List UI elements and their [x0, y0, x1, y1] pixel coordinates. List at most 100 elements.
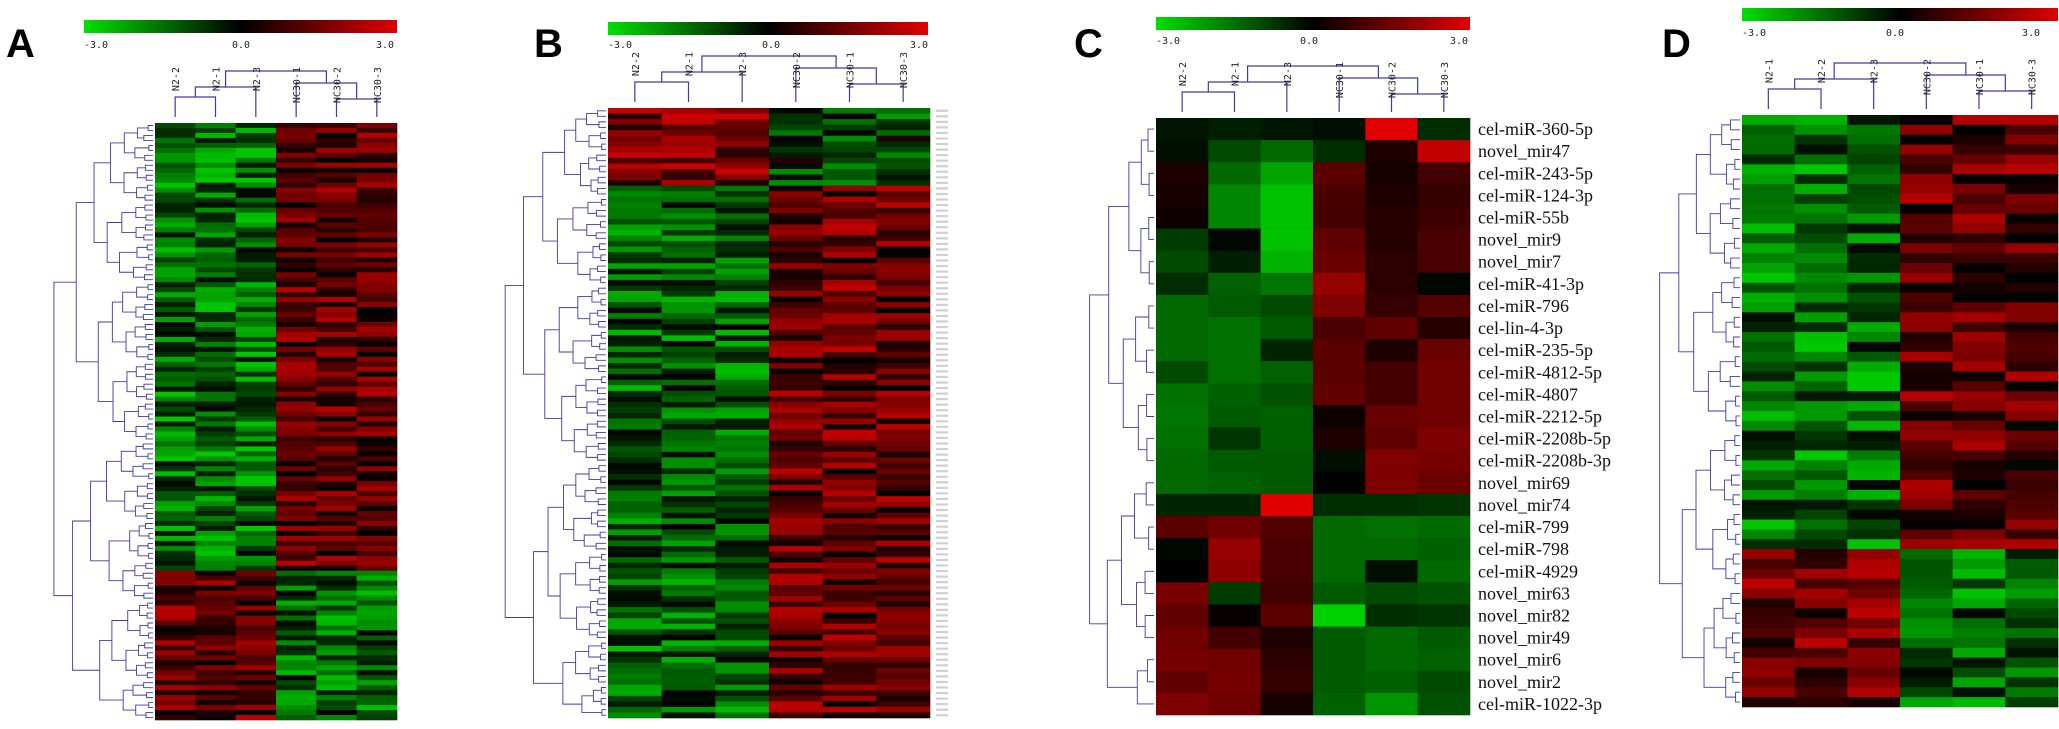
heatmap-cell	[608, 401, 662, 408]
heatmap-cell	[195, 545, 236, 552]
heatmap-cell	[715, 285, 770, 292]
row-label-placeholder	[936, 159, 948, 162]
heatmap-cell	[316, 585, 357, 591]
heatmap-cell	[276, 540, 317, 547]
panel-letter: B	[534, 22, 563, 66]
heatmap-cell	[235, 461, 277, 467]
heatmap-cell	[608, 213, 662, 220]
heatmap-cell	[195, 426, 236, 432]
heatmap-cell	[1742, 371, 1795, 382]
heatmap-cell	[661, 612, 716, 619]
heatmap-cell	[715, 679, 770, 686]
heatmap-cell	[235, 197, 277, 203]
heatmap-cell	[195, 212, 236, 218]
heatmap-cell	[1952, 193, 2006, 205]
heatmap-cell	[155, 167, 196, 174]
heatmap-cell	[235, 640, 277, 646]
heatmap-cell	[608, 535, 662, 541]
heatmap-cell	[822, 706, 877, 713]
heatmap-cell	[356, 506, 398, 512]
heatmap-cell	[876, 690, 931, 697]
heatmap-cell	[2005, 677, 2059, 688]
heatmap-cell	[276, 496, 317, 502]
heatmap-cell	[1900, 559, 1953, 570]
heatmap-cell	[1952, 341, 2006, 353]
heatmap-cell	[155, 361, 196, 368]
heatmap-cell	[155, 695, 196, 701]
row-label-placeholder	[936, 281, 948, 284]
heatmap-cell	[822, 523, 877, 530]
heatmap-cell	[769, 202, 823, 209]
heatmap-cell	[769, 401, 823, 408]
heatmap-cell	[715, 457, 770, 464]
heatmap-cell	[715, 291, 770, 297]
heatmap-cell	[876, 291, 931, 297]
heatmap-cell	[2005, 351, 2059, 362]
heatmap-cell	[316, 366, 357, 373]
heatmap-cell	[155, 227, 196, 233]
heatmap-cell	[316, 237, 357, 243]
heatmap-cell	[1794, 489, 1848, 501]
heatmap-cell	[195, 346, 236, 353]
heatmap-cell	[822, 451, 877, 458]
heatmap-cell	[1847, 322, 1901, 333]
heatmap-cell	[235, 302, 277, 308]
heatmap-cell	[2005, 440, 2059, 451]
heatmap-cell	[876, 213, 931, 220]
heatmap-cell	[1313, 692, 1366, 716]
colorbar-mid-label: 0.0	[1886, 28, 1905, 39]
heatmap-cell	[822, 191, 877, 198]
heatmap-cell	[155, 685, 196, 691]
heatmap-cell	[1742, 637, 1795, 649]
heatmap-cell	[769, 651, 823, 658]
heatmap-cell	[276, 212, 317, 218]
heatmap-cell	[876, 546, 931, 552]
heatmap-cell	[769, 490, 823, 497]
heatmap-cell	[769, 579, 823, 586]
heatmap-cell	[1208, 184, 1261, 207]
heatmap-cell	[276, 695, 317, 701]
heatmap-cell	[1794, 687, 1848, 698]
heatmap-cell	[316, 456, 357, 462]
heatmap-cell	[1900, 470, 1953, 481]
heatmap-cell	[661, 252, 716, 259]
heatmap-cell	[356, 516, 398, 522]
heatmap-cell	[1156, 493, 1209, 517]
heatmap-cell	[822, 607, 877, 613]
heatmap-cell	[235, 376, 277, 382]
heatmap-cell	[1900, 164, 1953, 175]
heatmap-cell	[822, 379, 877, 386]
heatmap-cell	[1952, 647, 2006, 658]
heatmap-cell	[608, 163, 662, 170]
heatmap-cell	[1794, 450, 1848, 461]
heatmap-cell	[356, 356, 398, 363]
heatmap-cell	[769, 313, 823, 320]
heatmap-cell	[1900, 134, 1953, 145]
heatmap-cell	[822, 385, 877, 392]
heatmap-cell	[1260, 118, 1314, 141]
heatmap-cell	[1742, 628, 1795, 639]
heatmap-cell	[1794, 193, 1848, 205]
heatmap-cell	[276, 501, 317, 507]
heatmap-cell	[1208, 228, 1261, 251]
heatmap-cell	[276, 416, 317, 422]
heatmap-cell	[1208, 294, 1261, 318]
heatmap-cell	[2005, 203, 2059, 214]
heatmap-cell	[2005, 332, 2059, 343]
heatmap-cell	[235, 401, 277, 407]
heatmap-cell	[822, 435, 877, 442]
heatmap-cell	[876, 679, 931, 686]
heatmap-cell	[1952, 420, 2006, 432]
heatmap-cell	[1847, 164, 1901, 175]
heatmap-cell	[1794, 480, 1848, 491]
heatmap-cell	[1365, 692, 1418, 716]
heatmap-cell	[2005, 480, 2059, 491]
heatmap-cell	[822, 401, 877, 408]
heatmap-cell	[661, 546, 716, 552]
row-label-placeholder	[936, 181, 948, 184]
heatmap-cell	[316, 341, 357, 348]
heatmap-cell	[608, 379, 662, 386]
heatmap-cell	[769, 424, 823, 430]
heatmap-cell	[1260, 162, 1314, 185]
heatmap-cell	[661, 618, 716, 625]
